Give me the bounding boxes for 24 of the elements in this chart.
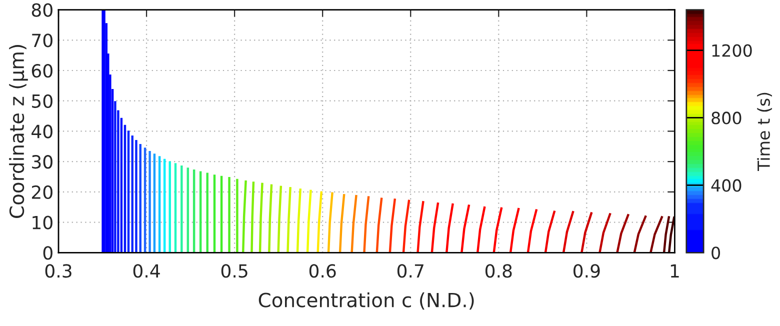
color-bar-label: 1200 — [712, 44, 752, 57]
y-tick-label: 40 — [32, 124, 52, 138]
x-tick-label: 0.8 — [485, 264, 512, 278]
x-tick-label: 0.9 — [574, 264, 600, 278]
color-bar-label: 800 — [712, 112, 742, 124]
color-bar-title: Time t (s) — [757, 92, 772, 172]
y-tick-label: 20 — [32, 185, 52, 200]
y-tick-label: 10 — [32, 216, 52, 230]
y-tick-label: 70 — [32, 34, 52, 48]
x-tick-label: 0.3 — [45, 264, 72, 278]
color-bar-label: 0 — [712, 246, 720, 260]
x-tick-label: 0.6 — [309, 264, 336, 278]
x-tick-label: 0.5 — [221, 264, 248, 278]
y-tick-label: 30 — [32, 155, 52, 169]
color-bar-label: 400 — [711, 179, 742, 192]
y-tick-label: 0 — [43, 246, 52, 260]
x-tick-label: 0.4 — [133, 264, 160, 278]
y-tick-label: 80 — [32, 3, 52, 17]
y-tick-label: 50 — [32, 94, 52, 108]
x-tick-label: 1 — [670, 264, 679, 278]
x-tick-label: 0.7 — [397, 264, 424, 278]
y-tick-label: 60 — [32, 64, 52, 78]
x-axis-title: Concentration c (N.D.) — [258, 292, 474, 310]
y-axis-title: Coordinate z (μm) — [9, 45, 28, 218]
